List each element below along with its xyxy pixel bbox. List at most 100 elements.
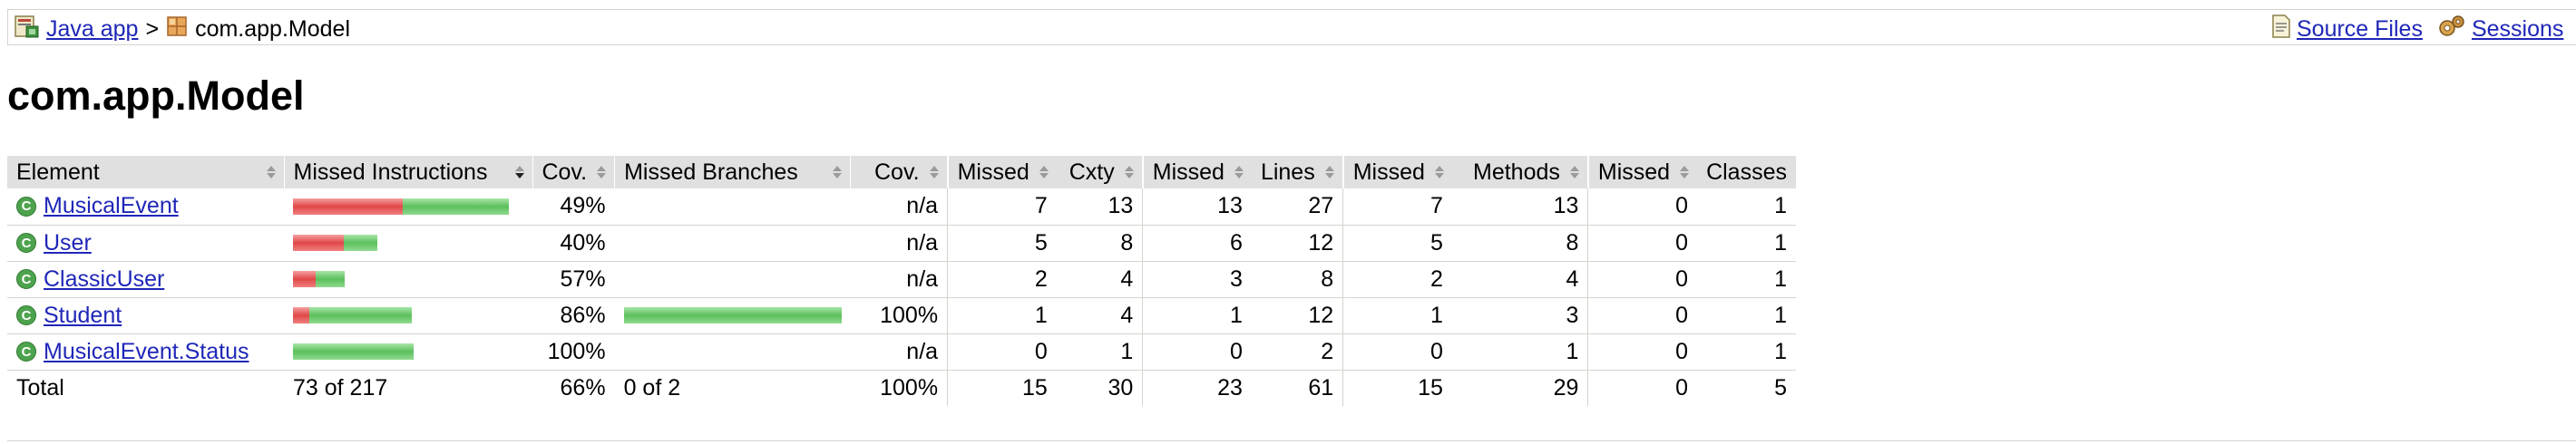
instruction-coverage-bar bbox=[293, 271, 523, 287]
instructions-coverage: 49% bbox=[532, 188, 615, 226]
missed-methods: 0 bbox=[1342, 333, 1452, 371]
header-classes[interactable]: Classes bbox=[1697, 156, 1796, 188]
total-branches-coverage: 100% bbox=[880, 374, 939, 401]
total-instructions: 73 of 217 bbox=[293, 374, 388, 401]
instructions-coverage: 86% bbox=[532, 297, 615, 334]
element-cell: C User bbox=[7, 225, 284, 262]
covered-segment bbox=[344, 235, 377, 251]
header-element-label: Element bbox=[16, 159, 100, 185]
sort-icon bbox=[1569, 166, 1579, 179]
cxty: 8 bbox=[1056, 225, 1143, 262]
header-missed-cxty[interactable]: Missed bbox=[946, 156, 1057, 188]
missed-instructions-cell bbox=[284, 297, 532, 334]
missed-segment bbox=[293, 307, 309, 323]
header-missed-classes[interactable]: Missed bbox=[1586, 156, 1698, 188]
instructions-coverage: 40% bbox=[532, 225, 615, 262]
lines: 2 bbox=[1251, 333, 1343, 371]
missed-segment bbox=[293, 271, 316, 287]
table-row: C ClassicUser 57% n/a 2 4 3 8 2 4 0 1 bbox=[7, 261, 1796, 298]
missed-cxty: 1 bbox=[947, 297, 1057, 334]
total-instructions-coverage: 66% bbox=[560, 374, 606, 401]
covered-segment bbox=[623, 307, 842, 323]
methods: 8 bbox=[1451, 225, 1588, 262]
branches-coverage: n/a bbox=[850, 225, 948, 262]
instruction-coverage-bar bbox=[293, 307, 523, 323]
report-icon bbox=[14, 14, 41, 45]
classes: 1 bbox=[1697, 225, 1796, 262]
header-cxty[interactable]: Cxty bbox=[1056, 156, 1143, 188]
missed-instructions-cell bbox=[284, 261, 532, 298]
header-methods-label: Methods bbox=[1473, 159, 1560, 185]
cxty: 4 bbox=[1056, 261, 1143, 298]
class-link[interactable]: User bbox=[44, 229, 92, 256]
branches-coverage: 100% bbox=[850, 297, 948, 334]
total-methods: 29 bbox=[1553, 374, 1579, 401]
methods: 4 bbox=[1451, 261, 1588, 298]
header-lines-label: Lines bbox=[1260, 159, 1315, 185]
sort-icon bbox=[1124, 166, 1134, 179]
missed-instructions-cell bbox=[284, 188, 532, 226]
header-methods[interactable]: Methods bbox=[1451, 156, 1588, 188]
header-branches-coverage[interactable]: Cov. bbox=[850, 156, 948, 188]
sort-icon bbox=[1039, 166, 1049, 179]
missed-branches-cell bbox=[614, 261, 851, 298]
sessions-icon bbox=[2437, 14, 2466, 45]
sort-icon bbox=[1680, 166, 1690, 179]
total-missed-cxty: 15 bbox=[947, 370, 1057, 406]
header-missed-methods[interactable]: Missed bbox=[1342, 156, 1452, 188]
class-icon: C bbox=[16, 305, 36, 325]
class-icon: C bbox=[16, 269, 36, 289]
sort-down-icon bbox=[514, 166, 524, 179]
branches-coverage: n/a bbox=[850, 261, 948, 298]
missed-cxty: 0 bbox=[947, 333, 1057, 371]
class-link[interactable]: MusicalEvent.Status bbox=[44, 338, 249, 364]
breadcrumb-app-link[interactable]: Java app bbox=[46, 16, 139, 42]
header-instructions-coverage[interactable]: Cov. bbox=[532, 156, 615, 188]
header-cov1-label: Cov. bbox=[542, 159, 588, 185]
source-files-link[interactable]: Source Files bbox=[2297, 16, 2423, 42]
missed-lines: 6 bbox=[1142, 225, 1252, 262]
header-missed-instructions-label: Missed Instructions bbox=[293, 159, 488, 185]
methods: 13 bbox=[1451, 188, 1588, 226]
table-row: C MusicalEvent.Status 100% n/a 0 1 0 2 0 1 0 1 bbox=[7, 333, 1796, 371]
class-icon: C bbox=[16, 342, 36, 362]
source-files-icon bbox=[2271, 14, 2291, 45]
footer-divider bbox=[7, 440, 2576, 441]
header-cov2-label: Cov. bbox=[874, 159, 920, 185]
header-missed-branches[interactable]: Missed Branches bbox=[614, 156, 851, 188]
header-missed-instructions[interactable]: Missed Instructions bbox=[283, 156, 532, 188]
class-link[interactable]: MusicalEvent bbox=[44, 193, 179, 219]
missed-cxty: 7 bbox=[947, 188, 1057, 226]
instructions-coverage: 57% bbox=[532, 261, 615, 298]
sessions-link[interactable]: Sessions bbox=[2471, 16, 2564, 42]
class-icon: C bbox=[16, 233, 36, 253]
table-row: C Student 86% 100% 1 4 1 12 1 3 0 1 bbox=[7, 297, 1796, 334]
missed-methods: 5 bbox=[1342, 225, 1452, 262]
branches-coverage: n/a bbox=[850, 333, 948, 371]
missed-lines: 0 bbox=[1142, 333, 1252, 371]
header-element[interactable]: Element bbox=[7, 156, 284, 188]
header-row: Element Missed Instructions Cov. Missed … bbox=[7, 156, 1796, 188]
header-classes-label: Classes bbox=[1706, 159, 1787, 185]
missed-branches-cell bbox=[614, 333, 851, 371]
class-link[interactable]: Student bbox=[44, 302, 122, 328]
class-link[interactable]: ClassicUser bbox=[44, 265, 165, 292]
header-missed-lines[interactable]: Missed bbox=[1141, 156, 1252, 188]
header-missed-classes-label: Missed bbox=[1597, 159, 1671, 185]
missed-classes: 0 bbox=[1587, 297, 1698, 334]
missed-branches-cell bbox=[614, 297, 851, 334]
missed-branches-cell bbox=[614, 225, 851, 262]
header-lines[interactable]: Lines bbox=[1251, 156, 1343, 188]
class-icon: C bbox=[16, 196, 36, 217]
element-cell: C MusicalEvent.Status bbox=[7, 333, 284, 371]
sort-icon bbox=[1234, 166, 1244, 179]
element-cell: C Student bbox=[7, 297, 284, 334]
instructions-coverage: 100% bbox=[532, 333, 615, 371]
missed-lines: 13 bbox=[1142, 188, 1252, 226]
missed-cxty: 2 bbox=[947, 261, 1057, 298]
classes: 1 bbox=[1697, 261, 1796, 298]
cxty: 4 bbox=[1056, 297, 1143, 334]
missed-segment bbox=[293, 198, 403, 215]
header-missed-lines-label: Missed bbox=[1152, 159, 1225, 185]
sort-icon bbox=[597, 166, 607, 179]
